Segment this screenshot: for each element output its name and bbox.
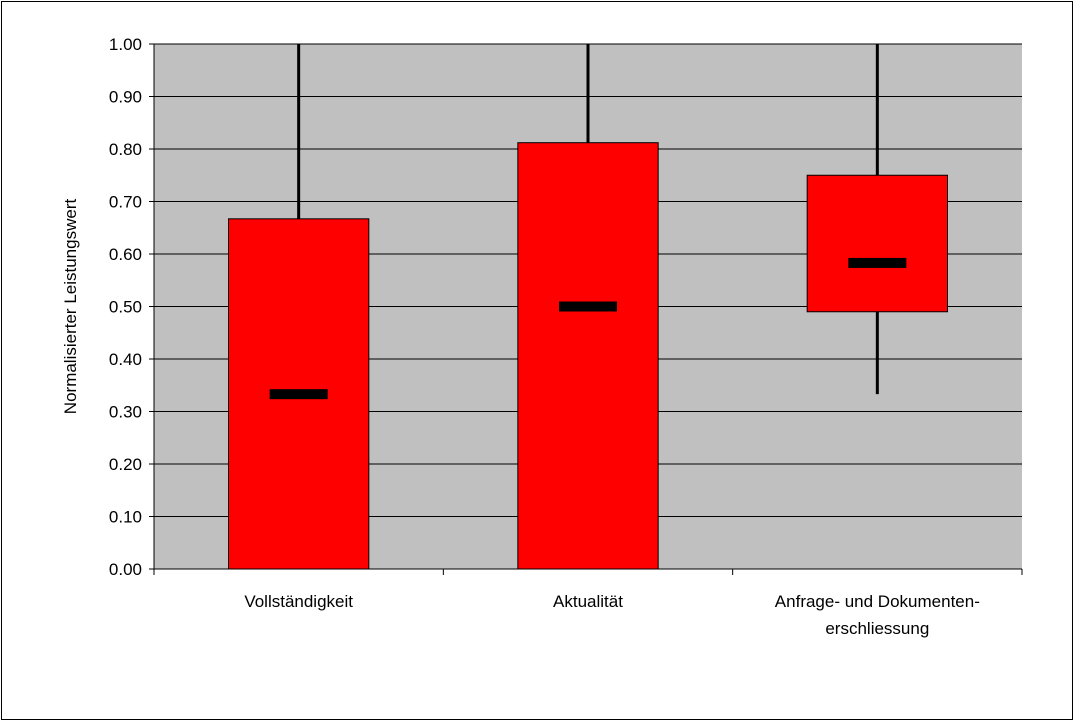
y-tick-label: 0.90	[109, 88, 142, 107]
y-tick-label: 0.60	[109, 245, 142, 264]
y-tick-label: 0.30	[109, 403, 142, 422]
y-tick-label: 0.70	[109, 193, 142, 212]
labels: 0.00 0.10 0.20 0.30 0.40 0.50 0.60 0.70 0.80 0.90…	[109, 35, 980, 638]
box	[517, 142, 659, 570]
y-tick-label: 0.10	[109, 508, 142, 527]
y-tick-label: 0.00	[109, 560, 142, 579]
y-tick-label: 1.00	[109, 35, 142, 54]
y-tick-label: 0.40	[109, 350, 142, 369]
y-axis-title: Normalisierter Leistungswert	[61, 199, 80, 415]
y-tick-label: 0.20	[109, 455, 142, 474]
axes	[149, 43, 1023, 575]
x-category-label: Anfrage- und Dokumenten-	[775, 592, 980, 611]
median-marker	[269, 389, 328, 400]
x-category-label: erschliessung	[825, 619, 929, 638]
y-tick-label: 0.50	[109, 298, 142, 317]
boxes	[228, 44, 948, 570]
y-tick-label: 0.80	[109, 140, 142, 159]
median-marker	[848, 257, 907, 268]
median-marker	[559, 301, 617, 312]
box	[806, 174, 948, 313]
x-category-label: Vollständigkeit	[244, 592, 353, 611]
x-category-label: Aktualität	[553, 592, 623, 611]
